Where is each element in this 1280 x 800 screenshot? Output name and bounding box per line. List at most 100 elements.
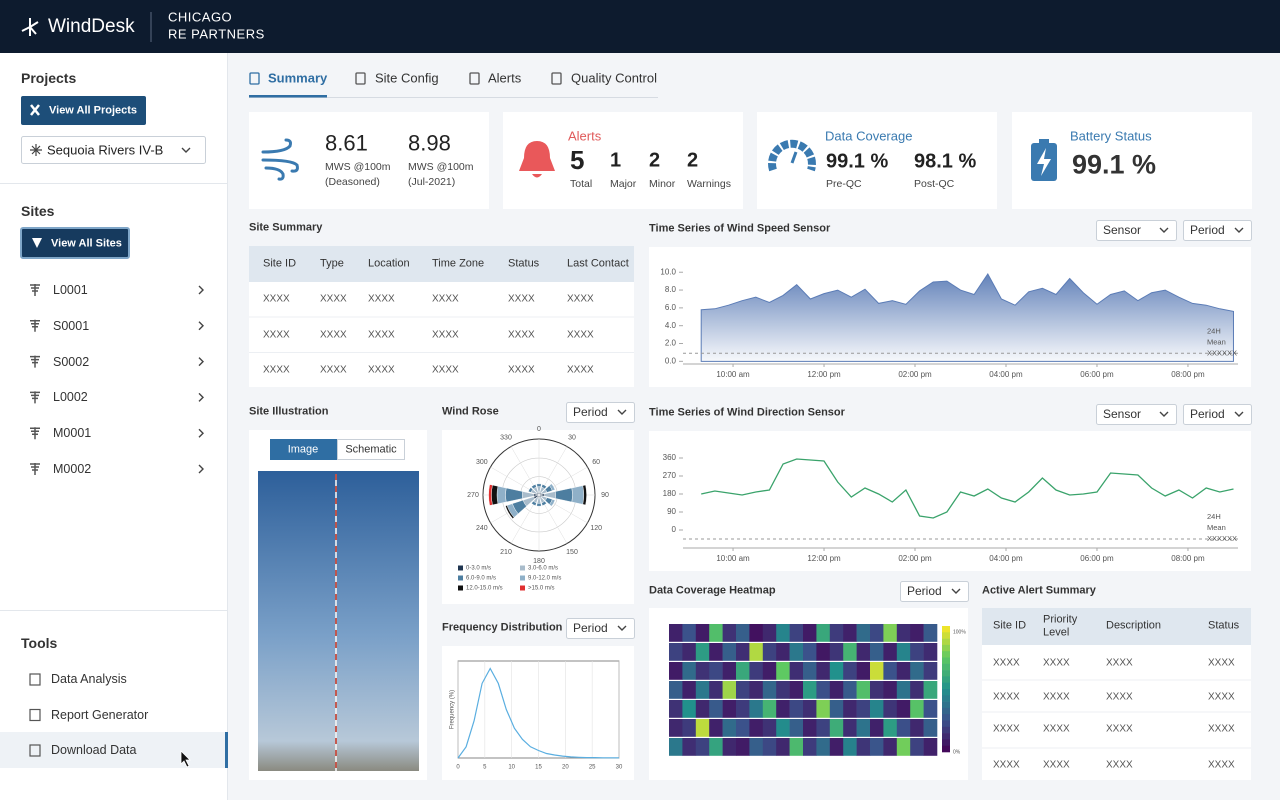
- dropdown[interactable]: [1096, 220, 1177, 241]
- colorbar-step: [942, 739, 950, 746]
- legend-label: >15.0 m/s: [528, 586, 555, 592]
- dropdown-label[interactable]: Period: [573, 404, 608, 419]
- y-tick-label: 180: [663, 489, 677, 498]
- tab-icon[interactable]: [469, 72, 480, 85]
- site-icon[interactable]: [30, 391, 40, 404]
- dropdown[interactable]: [1183, 220, 1252, 241]
- button-icon[interactable]: [30, 104, 40, 116]
- tab-icon[interactable]: [249, 72, 260, 85]
- heat-cell: [816, 624, 831, 642]
- site-item[interactable]: S0002: [53, 354, 90, 369]
- heat-cell: [856, 738, 871, 756]
- button[interactable]: [20, 227, 130, 259]
- dropdown[interactable]: [566, 618, 635, 639]
- dropdown-label[interactable]: Sensor: [1103, 222, 1142, 237]
- panel-title: Site Summary: [249, 221, 323, 234]
- heat-cell: [749, 681, 764, 699]
- button-label[interactable]: View All Sites: [51, 237, 122, 250]
- legend-label: 0-3.0 m/s: [466, 566, 491, 572]
- heat-cell: [709, 700, 723, 718]
- tool-icon[interactable]: [29, 708, 41, 722]
- table-cell: XXXX: [508, 364, 535, 376]
- heat-cell: [736, 719, 750, 737]
- heat-cell: [883, 662, 898, 680]
- tool-icon[interactable]: [29, 744, 41, 757]
- site-item[interactable]: L0001: [53, 282, 88, 297]
- site-item[interactable]: M0002: [53, 461, 92, 476]
- tool-item[interactable]: Download Data: [51, 742, 137, 757]
- heat-cell: [682, 681, 697, 699]
- heat-cell: [709, 719, 723, 737]
- site-icon[interactable]: [30, 427, 40, 440]
- toggle-button[interactable]: [270, 439, 337, 460]
- tab[interactable]: Quality Control: [571, 70, 657, 86]
- tab[interactable]: Site Config: [375, 70, 439, 86]
- tool-icon[interactable]: [29, 673, 41, 686]
- dropdown-label[interactable]: Period: [573, 620, 608, 635]
- site-item[interactable]: M0001: [53, 426, 92, 440]
- heat-cell: [709, 662, 723, 680]
- tool-item[interactable]: Data Analysis: [51, 671, 127, 686]
- chevron: [1159, 411, 1169, 417]
- x-tick-label: 12:00 pm: [807, 370, 841, 379]
- heat-cell: [843, 700, 857, 718]
- column-header: Site ID: [993, 619, 1027, 632]
- button-label[interactable]: View All Projects: [49, 104, 138, 117]
- table-cell: XXXX: [1043, 691, 1070, 703]
- site-icon[interactable]: [30, 284, 40, 296]
- heat-cell: [910, 681, 924, 699]
- dropdown[interactable]: [566, 402, 635, 423]
- rose-segment: [536, 502, 542, 507]
- site-icon[interactable]: [30, 319, 40, 332]
- select-icon[interactable]: [30, 144, 42, 156]
- table-header: [982, 608, 1251, 645]
- heat-cell: [910, 662, 924, 680]
- site-item[interactable]: S0001: [53, 318, 90, 333]
- heat-cell: [843, 624, 857, 642]
- dropdown[interactable]: [1183, 404, 1252, 425]
- project-select[interactable]: [21, 136, 206, 164]
- button[interactable]: [21, 96, 146, 125]
- dropdown-label[interactable]: Period: [1190, 222, 1225, 237]
- chevron: [1159, 227, 1169, 233]
- table-cell: XXXX: [567, 328, 594, 340]
- tool-item[interactable]: Report Generator: [51, 707, 149, 722]
- heat-cell: [762, 719, 777, 737]
- heat-cell: [816, 700, 831, 718]
- table-cell: XXXX: [1106, 723, 1133, 735]
- button-icon[interactable]: [32, 238, 42, 248]
- y-tick-label: 4.0: [665, 321, 677, 330]
- heat-cell: [816, 738, 831, 756]
- dropdown[interactable]: [1096, 404, 1177, 425]
- heat-cell: [829, 719, 844, 737]
- heat-cell: [856, 681, 871, 699]
- legend-swatch: [458, 565, 463, 571]
- gauge-needle: [790, 151, 798, 164]
- column-header: Location: [368, 257, 410, 270]
- tab[interactable]: Alerts: [488, 70, 522, 86]
- colorbar-label: 0%: [953, 749, 961, 755]
- x-tick-label: 0: [456, 765, 460, 771]
- toggle-label[interactable]: Schematic: [345, 443, 397, 456]
- dropdown-label[interactable]: Period: [1190, 406, 1225, 421]
- heat-cell: [682, 700, 697, 718]
- site-icon[interactable]: [30, 355, 40, 368]
- tab-icon[interactable]: [355, 72, 366, 85]
- bell-icon: [519, 141, 555, 178]
- toggle-label[interactable]: Image: [287, 443, 319, 456]
- heat-cell: [709, 738, 723, 756]
- toggle-button[interactable]: [337, 439, 405, 460]
- site-icon[interactable]: [30, 463, 40, 475]
- table-cell: XXXX: [368, 364, 395, 376]
- dropdown-label[interactable]: Sensor: [1103, 406, 1142, 421]
- heat-cell: [776, 719, 790, 737]
- heat-cell: [736, 738, 750, 756]
- site-item[interactable]: L0002: [53, 390, 88, 405]
- tab[interactable]: Summary: [268, 70, 328, 86]
- select-label[interactable]: Sequoia Rivers IV-B: [47, 142, 164, 158]
- tab-icon[interactable]: [551, 72, 562, 85]
- heat-cell: [883, 681, 898, 699]
- dropdown-label[interactable]: Period: [907, 583, 942, 598]
- dropdown[interactable]: [900, 581, 969, 602]
